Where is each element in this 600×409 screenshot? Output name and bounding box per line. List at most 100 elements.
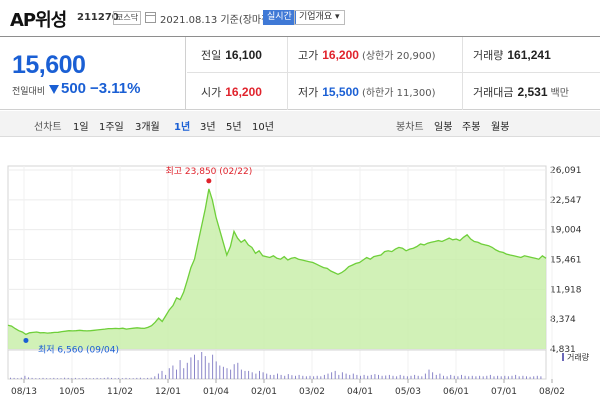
volume-bar: [392, 375, 394, 379]
volume-bar: [450, 374, 452, 379]
candle-monthly[interactable]: 월봉: [491, 122, 510, 133]
price-chart[interactable]: 26,091 22,547 19,004 15,461 11,918 8,374 4,831…: [0, 137, 600, 409]
open-value: 16,200: [225, 85, 262, 99]
volume-bar: [255, 373, 257, 379]
candle-weekly[interactable]: 주봉: [462, 122, 481, 133]
y-tick-label: 26,091: [550, 166, 582, 176]
volume-bar: [226, 368, 228, 379]
high-value: 16,200: [322, 48, 359, 62]
volume-bar: [287, 374, 289, 379]
volume-bar: [313, 376, 315, 379]
volume-bar: [251, 372, 253, 380]
chart-toolbar: 선차트 1일 1주일 3개월 1년 3년 5년 10년 봉차트 일봉 주봉 월봉: [0, 111, 600, 137]
volume-bar: [388, 374, 390, 379]
volume-bar: [526, 376, 527, 379]
volume-bar: [31, 377, 33, 379]
volume-bar: [222, 366, 224, 379]
volume-bar: [464, 375, 466, 379]
volume-bar: [215, 361, 217, 379]
volume-bar: [186, 362, 188, 379]
stats-divider: [287, 37, 288, 110]
volume-bar: [424, 373, 426, 379]
volume-bar: [78, 378, 80, 379]
volume-bar: [89, 378, 91, 379]
volume-bar: [457, 376, 459, 379]
x-tick-label: 03/02: [299, 387, 325, 397]
x-tick-label: 05/03: [395, 387, 421, 397]
volume-legend-swatch: [562, 353, 564, 361]
volume-bar: [461, 374, 462, 379]
price-summary: 15,600 전일대비 500 −3.11% 전일 16,100 고가 16,200…: [0, 36, 600, 110]
realtime-button[interactable]: 실시간: [263, 10, 296, 25]
volume-bar: [183, 368, 185, 379]
volume-bar: [479, 375, 481, 379]
volume-bar: [103, 377, 105, 379]
volume-bar: [378, 374, 379, 379]
price-chart-svg: 26,091 22,547 19,004 15,461 11,918 8,374 4,831…: [7, 165, 590, 397]
volume-bar: [67, 377, 69, 379]
company-info-dropdown[interactable]: 기업개요 ▾: [294, 10, 345, 25]
x-tick-label: 10/05: [59, 387, 85, 397]
volume-bar: [237, 362, 239, 379]
volume-bar: [71, 378, 73, 379]
max-annotation: 최고 23,850 (02/22): [165, 166, 252, 177]
volume-bar: [35, 378, 37, 379]
volume-bar: [533, 376, 535, 379]
volume-bar: [118, 377, 120, 379]
volume-bar: [432, 372, 434, 380]
volume-bar: [540, 376, 542, 379]
volume-bar: [49, 378, 51, 379]
x-tick-label: 07/01: [491, 387, 517, 397]
volume-bar: [327, 373, 329, 379]
volume-bar: [179, 360, 181, 379]
period-3y[interactable]: 3년: [200, 122, 216, 133]
volume-bar: [356, 374, 358, 379]
volume-bar: [168, 368, 170, 379]
volume-bar: [421, 376, 423, 379]
volume-bar: [259, 370, 260, 379]
volume-bar: [443, 375, 444, 379]
price-area: [8, 188, 546, 349]
low-value: 15,500: [322, 85, 359, 99]
low: 저가 15,500 (하한가 11,300): [298, 84, 436, 100]
volume-bar: [410, 375, 412, 379]
volume-bar: [475, 376, 477, 379]
stock-header: AP위성 211270 코스닥 2021.08.13 기준(장마감) 실시간 기…: [0, 0, 600, 34]
volume-bar: [121, 378, 123, 379]
volume-bar: [204, 356, 206, 379]
volume-bar: [295, 375, 296, 379]
volume: 거래량 161,241: [473, 47, 551, 63]
x-tick-label: 11/02: [107, 387, 133, 397]
volume-bar: [53, 377, 55, 379]
volume-bar: [536, 375, 538, 379]
volume-bar: [316, 375, 318, 379]
period-5y[interactable]: 5년: [226, 122, 242, 133]
x-tick-label: 01/04: [203, 387, 229, 397]
volume-bar: [93, 378, 94, 379]
y-tick-label: 4,831: [550, 345, 576, 355]
down-triangle-icon: [49, 85, 59, 94]
volume-bar: [497, 375, 499, 379]
x-tick-label: 08/02: [539, 387, 565, 397]
volume-bar: [367, 375, 369, 379]
volume-bar: [406, 376, 408, 379]
volume-bar: [363, 374, 365, 379]
volume-bar: [414, 374, 416, 379]
volume-bar: [341, 372, 343, 380]
volume-bar: [500, 376, 502, 379]
candle-daily[interactable]: 일봉: [434, 122, 453, 133]
period-1d[interactable]: 1일: [73, 122, 89, 133]
period-10y[interactable]: 10년: [252, 122, 274, 133]
volume-bar: [194, 354, 195, 379]
stock-name: AP위성: [10, 10, 67, 31]
volume-bar: [262, 372, 264, 380]
volume-bar: [280, 374, 282, 379]
x-tick-label: 04/01: [347, 387, 373, 397]
period-1y[interactable]: 1년: [174, 122, 191, 133]
volume-bar: [349, 374, 351, 379]
period-3m[interactable]: 3개월: [135, 122, 160, 133]
volume-bar: [132, 378, 134, 379]
period-1w[interactable]: 1주일: [99, 122, 124, 133]
volume-bar: [125, 377, 127, 379]
volume-bar: [453, 375, 455, 379]
